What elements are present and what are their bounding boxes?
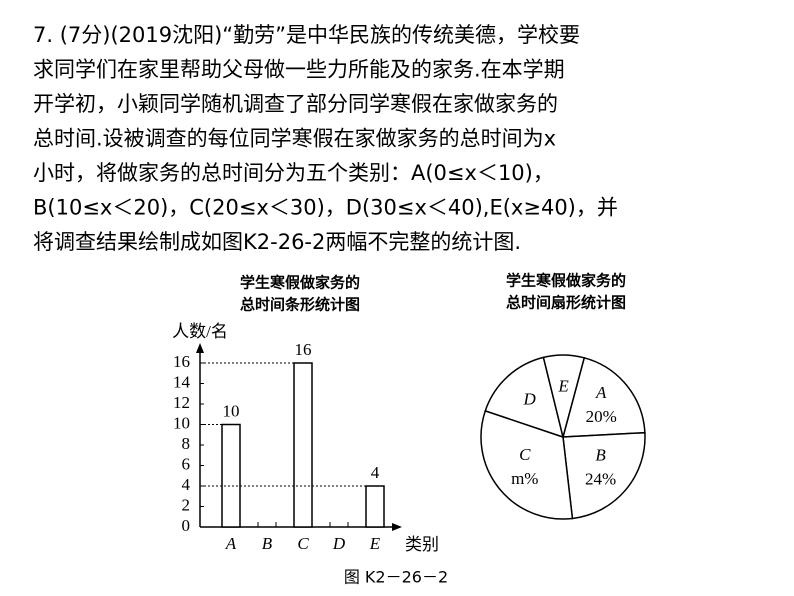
chart-title: 学生寒假做家务的	[506, 272, 626, 290]
slice-label: D	[523, 390, 537, 409]
slice-label: E	[557, 377, 569, 396]
y-tick-label: 8	[182, 434, 191, 453]
y-axis-label: 人数/名	[172, 322, 228, 341]
data-label: 16	[295, 340, 312, 359]
data-label: 10	[223, 401, 240, 420]
problem-line: 求同学们在家里帮助父母做一些力所能及的家务.在本学期	[33, 58, 565, 82]
bar	[221, 423, 241, 528]
x-tick-label: D	[332, 534, 346, 553]
x-tick-label: C	[297, 534, 309, 553]
slice-value-label: 24%	[585, 470, 616, 489]
pie-slice	[480, 409, 574, 520]
x-tick-label: E	[369, 534, 381, 553]
slice-label: C	[519, 445, 531, 464]
chart-title: 总时间条形统计图	[240, 296, 360, 314]
problem-line: 开学初，小颖同学随机调查了部分同学寒假在家做家务的	[33, 92, 558, 116]
bar	[293, 362, 313, 528]
y-tick-label: 10	[173, 413, 190, 432]
y-tick-label: 2	[182, 495, 191, 514]
x-axis-label: 类别	[405, 535, 439, 554]
figure-caption: 图 K2－26－2	[344, 568, 448, 587]
chart-title: 总时间扇形统计图	[506, 294, 626, 312]
data-label: 4	[371, 463, 380, 482]
slice-value-label: 20%	[586, 407, 617, 426]
slice-label: A	[595, 383, 607, 402]
pie-slice	[562, 431, 646, 520]
bar	[365, 485, 385, 528]
y-arrow	[196, 343, 204, 353]
y-tick-label: 12	[173, 393, 190, 412]
pie-slice	[484, 356, 565, 439]
y-tick-label: 14	[173, 372, 191, 391]
problem-line: 总时间.设被调查的每位同学寒假在家做家务的总时间为x	[33, 127, 556, 151]
problem-line: 7. (7分)(2019沈阳)“勤劳”是中华民族的传统美德，学校要	[33, 23, 580, 47]
y-tick-label: 6	[182, 454, 191, 473]
problem-line: 将调查结果绘制成如图K2-26-2两幅不完整的统计图.	[33, 230, 521, 254]
problem-line: 小时，将做家务的总时间分为五个类别：A(0≤x＜10)，	[33, 161, 554, 185]
x-tick-label: A	[225, 534, 237, 553]
chart-title: 学生寒假做家务的	[240, 274, 360, 292]
x-arrow	[392, 523, 402, 531]
problem-line: B(10≤x＜20)，C(20≤x＜30)，D(30≤x＜40),E(x≥40)…	[33, 196, 618, 220]
y-tick-label: 4	[182, 475, 191, 494]
slice-value-label: m%	[511, 469, 538, 488]
slice-label: B	[595, 446, 606, 465]
pie-slice	[562, 356, 646, 438]
pie-slice	[542, 354, 586, 438]
y-tick-label: 0	[182, 516, 191, 535]
x-tick-label: B	[262, 534, 273, 553]
y-tick-label: 16	[173, 352, 190, 371]
